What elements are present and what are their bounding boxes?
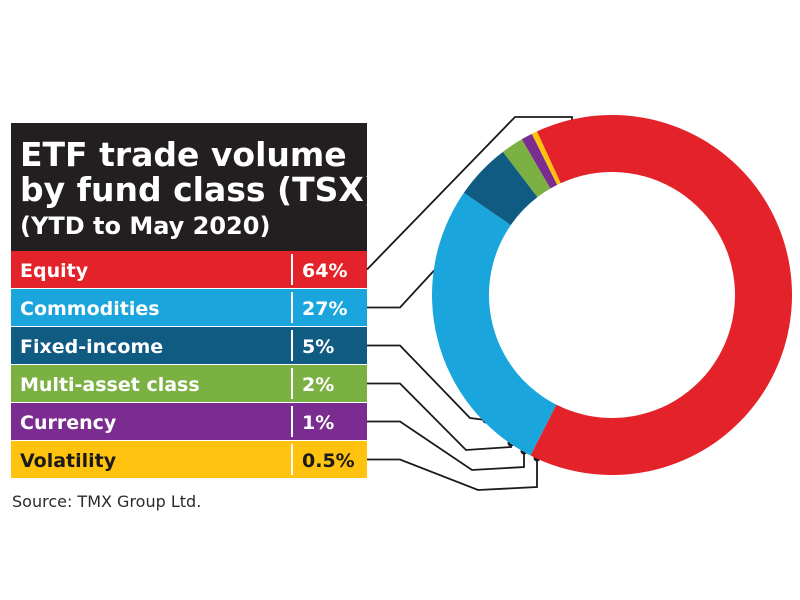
- legend-value-equity: 64%: [302, 260, 347, 282]
- donut-slice-equity: [530, 115, 792, 475]
- chart-title-line-2: by fund class (TSX): [20, 170, 379, 209]
- legend-row-equity: [11, 251, 367, 288]
- leader-line-currency: [367, 420, 525, 471]
- donut-slice-multi-asset-class: [502, 139, 551, 198]
- legend-label-multi-asset-class: Multi-asset class: [20, 374, 200, 396]
- leader-line-fixed-income: [367, 344, 487, 421]
- legend-value-fixed-income: 5%: [302, 336, 334, 358]
- legend-label-fixed-income: Fixed-income: [20, 336, 163, 358]
- donut-slice-currency: [521, 133, 558, 189]
- leader-line-volatility: [367, 458, 538, 491]
- legend-label-equity: Equity: [20, 260, 89, 282]
- legend-row-multi-asset-class: [11, 365, 367, 402]
- donut-slice-fixed-income: [463, 151, 538, 226]
- legend-label-currency: Currency: [20, 412, 117, 434]
- donut-slices: [431, 115, 792, 475]
- chart-title-line-1: ETF trade volume: [20, 135, 347, 174]
- legend-value-multi-asset-class: 2%: [302, 374, 334, 396]
- source-note: Source: TMX Group Ltd.: [12, 492, 201, 511]
- legend-label-commodities: Commodities: [20, 298, 160, 320]
- leader-line-commodities: [367, 262, 442, 309]
- legend-row-volatility: [11, 441, 367, 478]
- legend-value-commodities: 27%: [302, 298, 347, 320]
- title-background: [11, 123, 367, 251]
- legend-row-currency: [11, 403, 367, 440]
- donut-slice-commodities: [431, 192, 557, 456]
- legend-row-fixed-income: [11, 327, 367, 364]
- donut-slice-volatility: [531, 131, 561, 185]
- legend-label-volatility: Volatility: [20, 450, 117, 472]
- legend-row-commodities: [11, 289, 367, 326]
- legend-table: Equity 64% Commodities 27% Fixed-income 5% Mul…: [11, 251, 367, 478]
- legend-value-volatility: 0.5%: [302, 450, 355, 472]
- legend-value-currency: 1%: [302, 412, 334, 434]
- chart-subtitle: (YTD to May 2020): [20, 212, 270, 240]
